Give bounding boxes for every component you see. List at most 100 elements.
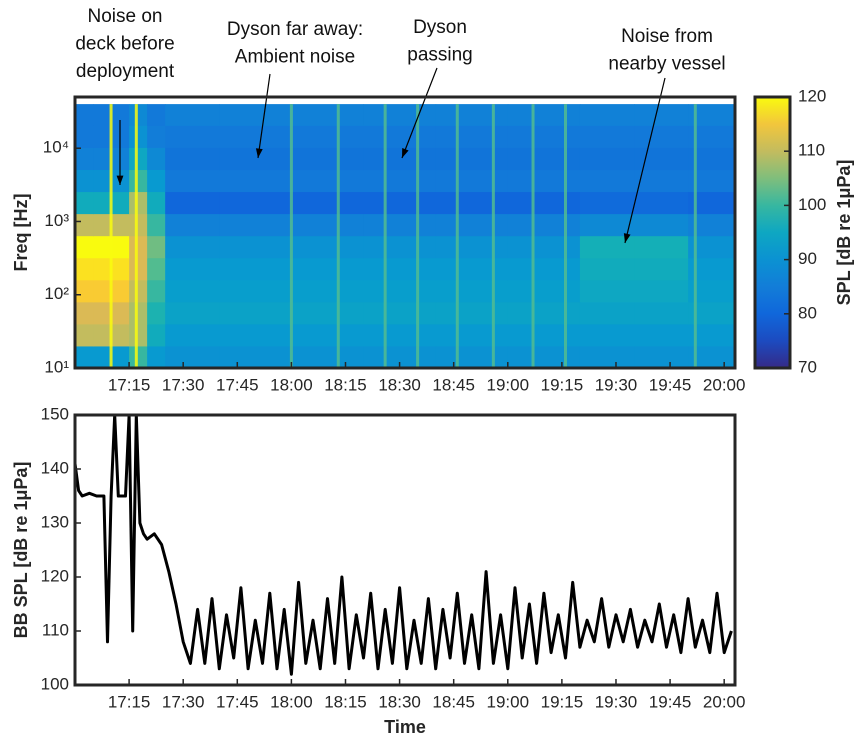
- heatmap-cell: [165, 147, 220, 171]
- heatmap-cell: [435, 147, 509, 171]
- heatmap-cell: [129, 301, 148, 325]
- y-tick-label: 150: [41, 404, 69, 423]
- heatmap-cell: [291, 301, 365, 325]
- heatmap-cell: [634, 213, 689, 237]
- heatmap-cell: [75, 169, 94, 193]
- heatmap-cell: [129, 125, 148, 148]
- heatmap-cell: [93, 279, 112, 303]
- event-stripe: [563, 104, 567, 369]
- heatmap-cell: [291, 323, 365, 347]
- x-tick-label: 17:45: [216, 692, 259, 711]
- heatmap-cell: [688, 125, 736, 148]
- heatmap-cell: [219, 235, 292, 259]
- annotation-text: Noise on: [88, 6, 163, 27]
- x-axis-label: Time: [384, 717, 426, 737]
- x-tick-label: 18:15: [324, 375, 367, 394]
- x-tick-label: 17:45: [216, 375, 259, 394]
- heatmap-cell: [75, 235, 94, 259]
- event-stripe: [455, 104, 459, 369]
- heatmap-cell: [129, 235, 148, 259]
- annotation-text: nearby vessel: [608, 54, 725, 75]
- heatmap-cell: [579, 257, 635, 281]
- heatmap-cell: [435, 104, 509, 126]
- x-tick-label: 20:00: [703, 375, 746, 394]
- heatmap-cell: [688, 169, 736, 193]
- heatmap-cell: [93, 125, 112, 148]
- x-tick-label: 19:30: [595, 692, 638, 711]
- heatmap-cell: [435, 323, 509, 347]
- x-tick-label: 17:30: [162, 375, 205, 394]
- heatmap-cell: [291, 235, 365, 259]
- data-line: [75, 415, 733, 676]
- heatmap-cell: [111, 279, 130, 303]
- heatmap-cell: [75, 279, 94, 303]
- heatmap-cell: [165, 191, 220, 215]
- heatmap-cell: [435, 257, 509, 281]
- heatmap-cell: [579, 147, 635, 171]
- arrow-head: [116, 175, 124, 185]
- heatmap-cell: [579, 213, 635, 237]
- heatmap-cell: [507, 323, 581, 347]
- heatmap-cell: [147, 257, 166, 281]
- heatmap-cell: [129, 191, 148, 215]
- heatmap-cell: [75, 125, 94, 148]
- heatmap-cell: [507, 301, 581, 325]
- x-tick-label: 17:15: [108, 375, 151, 394]
- heatmap-cell: [634, 104, 689, 126]
- y-tick-label: 10⁴: [43, 138, 69, 157]
- heatmap-cell: [111, 213, 130, 237]
- heatmap-cell: [165, 345, 220, 369]
- heatmap-cell: [93, 169, 112, 193]
- heatmap-cell: [147, 323, 166, 347]
- heatmap-cell: [291, 257, 365, 281]
- heatmap-cell: [579, 345, 635, 369]
- heatmap-cell: [579, 191, 635, 215]
- heatmap-cell: [579, 301, 635, 325]
- y-tick-label: 10²: [44, 284, 69, 303]
- heatmap-cell: [147, 279, 166, 303]
- y-tick-label: 110: [42, 620, 69, 639]
- heatmap-cell: [435, 235, 509, 259]
- colorbar-tick-label: 120: [798, 86, 826, 105]
- heatmap-cell: [291, 169, 365, 193]
- arrow-head: [402, 148, 409, 158]
- heatmap-cell: [75, 323, 94, 347]
- heatmap-cell: [147, 235, 166, 259]
- heatmap-cell: [75, 301, 94, 325]
- heatmap-cell: [93, 213, 112, 237]
- heatmap-cell: [579, 169, 635, 193]
- heatmap-cell: [435, 301, 509, 325]
- heatmap-cell: [75, 257, 94, 281]
- heatmap-cell: [129, 147, 148, 171]
- heatmap-cell: [634, 279, 689, 303]
- arrow-head: [623, 233, 631, 243]
- heatmap-cell: [363, 257, 437, 281]
- heatmap-cell: [219, 169, 292, 193]
- heatmap-cell: [147, 213, 166, 237]
- heatmap-cell: [111, 104, 130, 126]
- x-tick-label: 19:00: [487, 692, 530, 711]
- heatmap-cell: [165, 235, 220, 259]
- heatmap-cell: [93, 301, 112, 325]
- heatmap-cell: [291, 104, 365, 126]
- heatmap-cell: [634, 147, 689, 171]
- heatmap-cell: [634, 235, 689, 259]
- heatmap-cell: [129, 104, 148, 126]
- heatmap-cell: [111, 191, 130, 215]
- heatmap-cell: [507, 191, 581, 215]
- heatmap-cell: [363, 301, 437, 325]
- heatmap-cell: [435, 191, 509, 215]
- x-tick-label: 18:45: [432, 692, 475, 711]
- event-stripe: [109, 104, 113, 369]
- heatmap-cell: [363, 323, 437, 347]
- x-tick-label: 19:00: [487, 375, 530, 394]
- event-stripe: [383, 104, 387, 369]
- heatmap-cell: [507, 147, 581, 171]
- heatmap-cell: [111, 257, 130, 281]
- heatmap-cell: [363, 235, 437, 259]
- heatmap-cell: [111, 235, 130, 259]
- heatmap-cell: [688, 279, 736, 303]
- colorbar-tick-label: 110: [798, 141, 825, 160]
- x-tick-label: 20:00: [703, 692, 746, 711]
